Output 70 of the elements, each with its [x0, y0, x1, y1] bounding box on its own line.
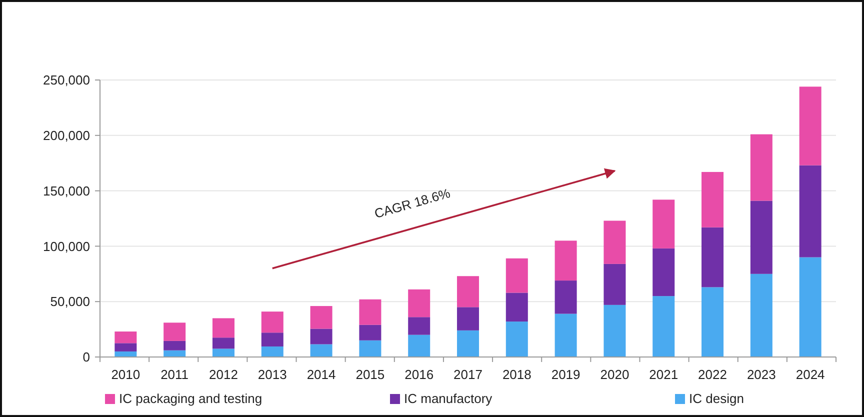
bar [212, 338, 234, 349]
x-tick-label: 2015 [356, 367, 385, 382]
bar [164, 322, 186, 341]
x-tick-label: 2014 [306, 367, 336, 382]
bar [652, 248, 675, 296]
x-tick-label: 2020 [600, 367, 630, 382]
x-tick-label: 2018 [502, 367, 532, 382]
bar [750, 200, 772, 274]
bar [506, 322, 528, 357]
bar [702, 287, 724, 357]
x-tick-label: 2021 [649, 367, 678, 382]
legend-label: IC design [689, 391, 744, 406]
bar [652, 200, 675, 248]
legend-label: IC manufactory [404, 391, 493, 406]
bar [456, 276, 480, 308]
bar [799, 165, 822, 258]
bar [506, 292, 528, 322]
bar [359, 340, 382, 357]
bar [408, 317, 430, 335]
bar [261, 312, 284, 333]
bar [212, 318, 234, 338]
bar [359, 324, 382, 340]
legend-label: IC packaging and testing [119, 391, 262, 406]
bar [604, 220, 626, 264]
annotation: CAGR 18.6% [372, 185, 452, 222]
x-tick-label: 2024 [796, 367, 825, 382]
bar [702, 227, 724, 288]
bar [408, 334, 430, 357]
x-tick-label: 2023 [746, 367, 776, 382]
bar [799, 86, 822, 166]
y-tick-label: 50,000 [50, 294, 90, 310]
bar [164, 350, 186, 357]
x-tick-label: 2016 [404, 367, 434, 382]
bar [799, 257, 822, 357]
y-tick-label: 100,000 [43, 238, 90, 254]
x-tick-label: 2013 [258, 367, 287, 382]
x-tick-label: 2019 [551, 367, 580, 382]
x-tick-label: 2011 [160, 367, 189, 382]
bar [554, 314, 577, 357]
x-tick-label: 2022 [698, 367, 727, 382]
bar [604, 304, 626, 357]
x-tick-label: 2010 [111, 367, 140, 382]
bar [164, 340, 186, 350]
y-tick-label: 0 [82, 350, 90, 365]
bar [702, 172, 724, 228]
bar [212, 348, 234, 357]
bar [114, 351, 137, 357]
bar [456, 330, 480, 357]
bar [554, 280, 577, 314]
x-tick-label: 2012 [209, 367, 238, 382]
bar [114, 332, 137, 344]
y-tick-label: 250,000 [43, 72, 90, 88]
bar [310, 306, 332, 329]
bar [261, 346, 284, 357]
bar [310, 344, 332, 357]
bar [261, 332, 284, 346]
bar [408, 289, 430, 318]
bar [750, 274, 772, 357]
x-tick-label: 2017 [454, 367, 482, 382]
bar [506, 258, 528, 293]
bar [359, 299, 382, 325]
bar [114, 343, 137, 352]
bar [652, 296, 675, 357]
y-tick-label: 150,000 [43, 183, 90, 198]
y-tick-label: 200,000 [43, 128, 90, 143]
bar [310, 328, 332, 344]
bar [456, 307, 480, 330]
bar [554, 240, 577, 281]
bar [750, 134, 772, 201]
bar [604, 264, 626, 305]
